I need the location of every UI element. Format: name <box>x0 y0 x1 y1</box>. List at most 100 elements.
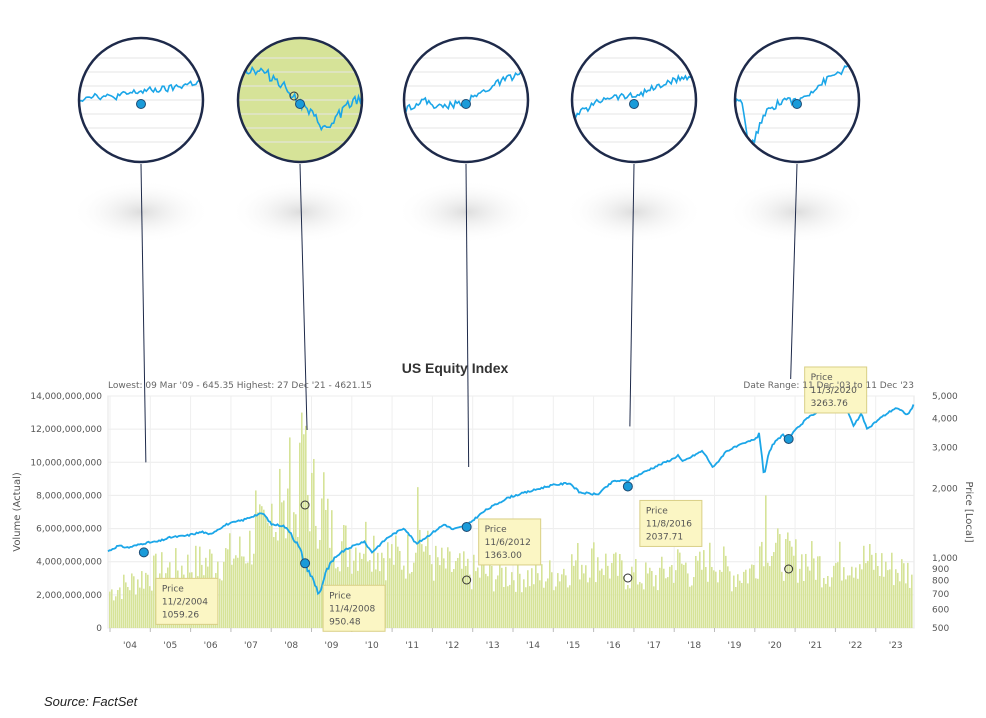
price-marker <box>461 521 472 532</box>
volume-bar <box>731 591 733 628</box>
volume-bar <box>387 542 389 628</box>
callout-label: Price <box>811 373 833 383</box>
volume-bar <box>455 560 457 628</box>
volume-bar <box>851 566 853 628</box>
volume-bar <box>495 579 497 628</box>
volume-bar <box>729 571 731 628</box>
inset-shadow <box>564 180 704 244</box>
hollow-marker <box>462 575 472 585</box>
volume-bar <box>119 587 121 628</box>
volume-bar <box>449 551 451 628</box>
volume-bar <box>227 549 229 628</box>
volume-bar <box>315 525 317 628</box>
volume-bar <box>269 525 271 628</box>
volume-bar <box>425 546 427 628</box>
x-tick-label: '20 <box>768 641 782 651</box>
volume-bar <box>827 575 829 628</box>
x-tick-label: '09 <box>325 641 339 651</box>
volume-bar <box>297 536 299 628</box>
volume-bar <box>537 573 539 628</box>
volume-bar <box>609 578 611 628</box>
volume-bar <box>623 576 625 628</box>
volume-bar <box>131 573 133 628</box>
volume-bar <box>669 566 671 628</box>
volume-bar <box>245 563 247 628</box>
volume-bar <box>719 569 721 628</box>
volume-bar <box>137 579 139 628</box>
volume-bar <box>527 570 529 628</box>
y-left-tick-label: 12,000,000,000 <box>30 425 102 435</box>
volume-bar <box>817 556 819 628</box>
volume-bar <box>427 530 429 628</box>
volume-bar <box>821 587 823 628</box>
callout-label: Price <box>646 506 668 516</box>
volume-bar <box>597 557 599 628</box>
callout-date: 11/2/2004 <box>162 597 208 607</box>
volume-bar <box>679 552 681 628</box>
volume-bar <box>569 585 571 628</box>
volume-bar <box>661 556 663 628</box>
volume-bar <box>641 583 643 628</box>
callout-label: Price <box>329 591 351 601</box>
volume-bar <box>907 562 909 628</box>
volume-bar <box>331 510 333 628</box>
volume-bar <box>397 546 399 628</box>
volume-bar <box>599 570 601 628</box>
volume-bar <box>125 582 127 628</box>
chart-subtitle-left: Lowest: 09 Mar '09 - 645.35 Highest: 27 … <box>108 381 372 391</box>
volume-bar <box>139 587 141 628</box>
volume-bar <box>603 575 605 628</box>
volume-bar <box>675 570 677 628</box>
volume-bar <box>111 589 113 628</box>
volume-bar <box>323 472 325 628</box>
volume-bar <box>447 547 449 628</box>
volume-bar <box>567 587 569 628</box>
x-tick-label: '15 <box>566 641 580 651</box>
volume-bar <box>595 582 597 628</box>
volume-bar <box>295 514 297 628</box>
volume-bar <box>147 574 149 628</box>
volume-bar <box>325 509 327 628</box>
y-right-tick-label: 700 <box>932 590 949 600</box>
volume-bar <box>857 578 859 628</box>
volume-bar <box>799 568 801 628</box>
volume-bar <box>899 581 901 628</box>
volume-bar <box>389 558 391 628</box>
volume-bar <box>579 579 581 628</box>
volume-bar <box>761 541 763 628</box>
volume-bar <box>699 551 701 628</box>
volume-bar <box>291 536 293 628</box>
volume-bar <box>533 584 535 628</box>
x-tick-label: '08 <box>284 641 298 651</box>
volume-bar <box>399 551 401 628</box>
volume-bar <box>417 487 419 628</box>
volume-bar <box>433 580 435 628</box>
inset-shadow <box>230 180 370 244</box>
volume-bar <box>703 550 705 628</box>
zoom-inset <box>402 36 530 164</box>
connector-line <box>629 163 635 427</box>
volume-bar <box>229 533 231 628</box>
volume-bar <box>543 587 545 628</box>
volume-bar <box>627 584 629 628</box>
volume-bar <box>233 558 235 628</box>
volume-bar <box>683 564 685 628</box>
volume-bar <box>281 502 283 628</box>
y-left-tick-label: 8,000,000,000 <box>36 491 102 501</box>
inset-shadow <box>71 180 211 244</box>
volume-bar <box>861 569 863 628</box>
y-left-tick-label: 2,000,000,000 <box>36 591 102 601</box>
volume-bar <box>525 587 527 628</box>
x-tick-label: '22 <box>848 641 862 651</box>
volume-bar <box>809 570 811 628</box>
volume-bar <box>847 575 849 628</box>
volume-bar <box>855 567 857 628</box>
y-right-tick-label: 4,000 <box>932 414 958 424</box>
volume-bar <box>831 577 833 628</box>
volume-bar <box>283 500 285 628</box>
volume-bar <box>685 562 687 628</box>
volume-bar <box>649 567 651 628</box>
inset-price-line <box>79 79 203 103</box>
connector-line <box>299 163 308 431</box>
volume-bar <box>801 554 803 628</box>
